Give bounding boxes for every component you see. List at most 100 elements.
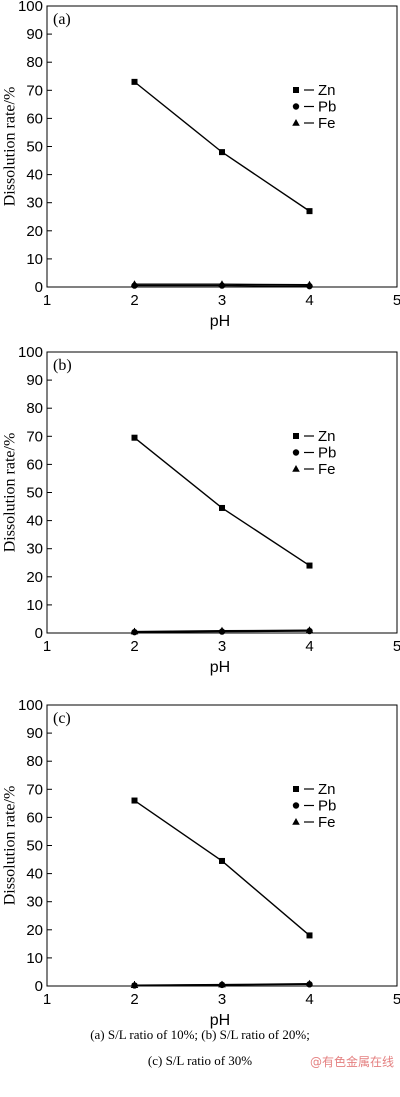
y-tick-label: 50 bbox=[26, 485, 43, 502]
series-line-zn bbox=[134, 437, 310, 567]
x-tick-label: 3 bbox=[218, 991, 226, 1008]
y-tick-label: 30 bbox=[26, 541, 43, 558]
x-tick-label: 1 bbox=[43, 638, 51, 655]
y-tick-label: 100 bbox=[18, 0, 43, 15]
data-point-fe bbox=[218, 980, 226, 988]
y-tick-label: 0 bbox=[35, 978, 43, 995]
y-tick-label: 70 bbox=[26, 781, 43, 798]
x-tick-label: 3 bbox=[218, 292, 226, 309]
legend-label-pb: Pb bbox=[318, 99, 336, 116]
x-tick-label: 2 bbox=[130, 991, 138, 1008]
y-tick-label: 30 bbox=[26, 894, 43, 911]
y-tick-label: 50 bbox=[26, 139, 43, 156]
data-point-zn bbox=[131, 434, 138, 441]
y-tick-label: 40 bbox=[26, 513, 43, 530]
panel-label: (c) bbox=[53, 710, 71, 727]
data-point-fe bbox=[130, 627, 139, 635]
data-point-zn bbox=[219, 504, 225, 511]
data-point-fe bbox=[218, 280, 226, 287]
y-tick-label: 10 bbox=[26, 597, 43, 614]
legend-label-fe: Fe bbox=[318, 814, 336, 831]
y-tick-label: 80 bbox=[26, 54, 43, 71]
x-tick-label: 2 bbox=[130, 292, 138, 309]
y-tick-label: 20 bbox=[26, 569, 43, 586]
y-tick-label: 90 bbox=[26, 725, 43, 742]
y-tick-label: 90 bbox=[26, 372, 43, 389]
x-tick-label: 4 bbox=[305, 991, 313, 1008]
x-tick-label: 4 bbox=[305, 638, 313, 655]
series-line-zn bbox=[134, 799, 310, 936]
plot-frame bbox=[46, 351, 398, 634]
y-tick-label: 20 bbox=[26, 922, 43, 939]
x-tick-label: 5 bbox=[393, 991, 400, 1008]
plot-frame bbox=[46, 5, 398, 288]
legend-marker-pb bbox=[292, 103, 300, 110]
data-point-fe bbox=[218, 626, 226, 634]
y-tick-label: 20 bbox=[26, 223, 43, 240]
legend-marker-pb bbox=[292, 449, 300, 456]
x-axis-label: pH bbox=[210, 313, 230, 330]
y-tick-label: 40 bbox=[26, 167, 43, 184]
x-axis-label: pH bbox=[210, 659, 230, 676]
legend-marker-zn bbox=[293, 786, 299, 792]
y-tick-label: 10 bbox=[26, 251, 43, 268]
x-tick-label: 5 bbox=[393, 292, 400, 309]
x-tick-label: 1 bbox=[43, 292, 51, 309]
figure-caption-line-1: (a) S/L ratio of 10%; (b) S/L ratio of 2… bbox=[90, 1027, 310, 1042]
watermark: @有色金属在线 bbox=[309, 1055, 394, 1069]
legend-marker-fe bbox=[292, 818, 300, 825]
data-point-fe bbox=[305, 280, 314, 288]
legend-marker-zn bbox=[293, 433, 299, 439]
figure-caption-line-2: (c) S/L ratio of 30% bbox=[147, 1053, 253, 1068]
legend-marker-fe bbox=[292, 465, 300, 472]
data-point-zn bbox=[219, 149, 225, 156]
legend-marker-pb bbox=[292, 802, 300, 809]
y-tick-label: 0 bbox=[35, 625, 43, 642]
x-tick-label: 3 bbox=[218, 638, 226, 655]
legend-label-fe: Fe bbox=[318, 461, 336, 478]
x-tick-label: 4 bbox=[305, 292, 313, 309]
data-point-fe bbox=[305, 979, 314, 987]
y-tick-label: 60 bbox=[26, 456, 43, 473]
x-tick-label: 2 bbox=[130, 638, 138, 655]
plot-frame bbox=[46, 704, 398, 987]
legend-label-pb: Pb bbox=[318, 445, 336, 462]
y-tick-label: 0 bbox=[35, 279, 43, 296]
y-tick-label: 70 bbox=[26, 82, 43, 99]
y-tick-label: 80 bbox=[26, 753, 43, 770]
y-tick-label: 50 bbox=[26, 838, 43, 855]
chart-panel-1: 0 10 20 30 40 50 60 70 80 90 100 1 2 3 4 5 pH Dissolution… bbox=[2, 0, 400, 330]
x-tick-label: 1 bbox=[43, 991, 51, 1008]
data-point-fe bbox=[305, 626, 314, 633]
y-tick-label: 70 bbox=[26, 428, 43, 445]
y-tick-label: 100 bbox=[18, 697, 43, 714]
legend-label-zn: Zn bbox=[318, 781, 336, 798]
legend-label-pb: Pb bbox=[318, 798, 336, 815]
x-axis-label: pH bbox=[210, 1012, 230, 1029]
y-tick-label: 90 bbox=[26, 26, 43, 43]
legend-label-zn: Zn bbox=[318, 428, 336, 445]
data-point-fe bbox=[130, 280, 139, 287]
legend-marker-fe bbox=[292, 119, 300, 126]
data-point-zn bbox=[306, 208, 313, 215]
chart-panel-2: 0 10 20 30 40 50 60 70 80 90 100 1 2 3 4 5 pH Dissolution… bbox=[2, 344, 400, 676]
y-axis-label: Dissolution rate/% bbox=[2, 786, 19, 906]
x-tick-label: 5 bbox=[393, 638, 400, 655]
y-tick-label: 60 bbox=[26, 809, 43, 826]
chart-panel-3: 0 10 20 30 40 50 60 70 80 90 100 1 2 3 4 5 pH Dissolution… bbox=[2, 697, 400, 1029]
y-tick-label: 60 bbox=[26, 110, 43, 127]
legend-label-fe: Fe bbox=[318, 115, 336, 132]
data-point-zn bbox=[306, 932, 313, 939]
series-line-zn bbox=[134, 81, 310, 212]
y-tick-label: 100 bbox=[18, 344, 43, 361]
panel-label: (b) bbox=[53, 357, 72, 374]
y-axis-label: Dissolution rate/% bbox=[2, 87, 19, 207]
y-axis-label: Dissolution rate/% bbox=[2, 433, 19, 553]
data-point-zn bbox=[131, 797, 138, 804]
y-tick-label: 30 bbox=[26, 195, 43, 212]
y-tick-label: 40 bbox=[26, 866, 43, 883]
legend-label-zn: Zn bbox=[318, 82, 336, 99]
data-point-zn bbox=[219, 857, 225, 864]
legend-marker-zn bbox=[293, 87, 299, 93]
